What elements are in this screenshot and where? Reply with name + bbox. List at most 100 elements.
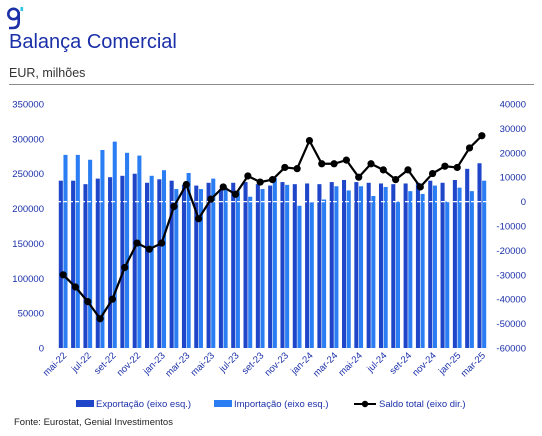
import-bar [395,201,401,348]
balance-point [170,202,178,211]
left-axis-tick-label: 150000 [12,239,44,250]
import-bar [137,155,142,348]
header-divider [9,84,534,85]
export-bar [428,180,433,348]
x-axis-tick-label: jan-25 [436,350,463,377]
export-bar [317,184,322,348]
balance-point [404,166,412,174]
left-axis-tick-label: 50000 [18,309,44,320]
x-axis-tick-label: nov-23 [263,350,291,378]
balance-point [281,163,289,172]
export-bar [120,175,125,348]
export-bar [243,182,248,348]
export-bar [108,177,113,348]
export-bar [415,182,420,348]
left-axis-tick-label: 350000 [12,100,44,111]
x-axis-tick-label: mar-24 [311,350,340,379]
right-axis-tick-label: -60000 [496,344,526,355]
import-bar [161,170,167,348]
left-axis-tick-label: 250000 [12,169,44,180]
export-bar [268,185,273,348]
left-axis-tick-label: 200000 [12,204,44,215]
x-axis-tick-label: mar-23 [163,350,192,379]
export-bar [218,189,223,348]
balance-point [231,190,240,198]
import-bar [309,202,314,348]
balance-point [416,183,424,191]
import-bar [235,191,240,348]
export-bar [169,180,174,348]
legend-import-swatch [214,400,232,407]
export-bar [329,182,334,348]
legend-export-swatch [76,400,94,407]
x-axis-tick-label: set-23 [240,350,266,376]
import-bar [445,201,450,348]
export-bar [378,183,384,348]
balance-point [133,239,141,247]
balance-point [145,245,153,253]
import-bar [420,193,425,348]
x-axis-tick-label: jul-22 [69,350,94,375]
balance-point [71,283,80,291]
x-axis-tick-label: mar-25 [459,350,488,379]
export-bar [465,168,470,348]
source-note: Fonte: Eurostat, Genial Investimentos [14,417,173,428]
import-bar [469,191,474,348]
balance-point [293,165,301,173]
brand-logo-icon [7,7,24,30]
x-axis-tick-label: mai-23 [189,350,217,378]
export-bar [95,178,100,348]
import-bar [334,186,339,348]
export-bar [206,182,211,348]
import-bar [88,159,93,348]
import-bar [383,186,388,348]
x-axis-tick-label: jul-23 [217,350,242,375]
legend-balance-marker [361,400,369,408]
export-bar [305,183,310,348]
balance-point [256,178,264,186]
right-axis-tick-label: -10000 [496,222,526,233]
right-axis-tick-label: 40000 [500,100,526,111]
x-axis-tick-label: jan-24 [288,350,315,377]
import-bar [174,189,179,348]
legend-export-label: Exportação (eixo esq.) [96,399,191,410]
balance-point [330,160,338,168]
balance-point [59,271,67,279]
balance-point [355,173,363,181]
left-axis-tick-label: 100000 [12,274,44,285]
right-axis-tick-label: -20000 [496,246,526,257]
export-bar [452,179,457,348]
export-bar [366,182,371,348]
export-bar [255,184,260,348]
balance-point [195,215,203,223]
right-axis-tick-label: 30000 [500,124,526,135]
import-bar [260,189,265,348]
import-bar [125,152,130,348]
balance-point [121,263,129,272]
trade-balance-chart: 0500001000001500002000002500003000003500… [12,100,526,411]
import-bar [322,199,327,348]
import-bar [149,175,154,348]
left-axis-tick-label: 0 [39,344,44,355]
export-bar [58,180,63,348]
balance-point [453,163,461,172]
import-bar [285,184,290,348]
balance-point [305,137,314,145]
import-bar [75,154,80,348]
x-axis-tick-label: mai-24 [337,350,365,378]
export-bar [354,182,359,348]
balance-point [478,132,486,140]
import-bar [359,186,364,348]
export-bar [132,173,137,348]
import-bar [223,187,228,348]
right-axis-tick-label: 20000 [500,148,526,159]
x-axis-tick-label: set-24 [388,350,414,376]
import-bar [248,196,253,348]
balance-point [182,180,190,189]
import-bar [112,141,117,348]
balance-point [441,162,449,170]
export-bar [477,163,482,348]
import-bar [297,205,302,348]
x-axis-tick-label: nov-24 [410,350,438,378]
balance-point [379,166,387,174]
